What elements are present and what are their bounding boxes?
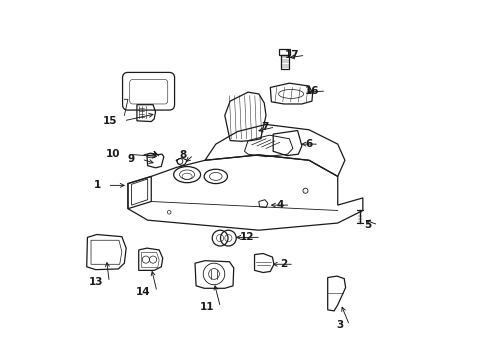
Bar <box>281 55 288 69</box>
Text: 7: 7 <box>261 122 268 132</box>
Text: 5: 5 <box>364 220 371 230</box>
Text: 4: 4 <box>276 200 284 210</box>
Text: 8: 8 <box>180 150 187 160</box>
Text: 6: 6 <box>305 139 312 149</box>
Text: 14: 14 <box>136 287 150 297</box>
Text: 3: 3 <box>335 320 343 330</box>
Text: 13: 13 <box>88 277 102 287</box>
Text: 17: 17 <box>284 50 298 60</box>
Text: 9: 9 <box>128 154 135 164</box>
Text: 10: 10 <box>106 149 121 159</box>
Text: 16: 16 <box>305 86 319 96</box>
Text: 11: 11 <box>199 302 214 312</box>
Bar <box>279 49 289 55</box>
Text: 1: 1 <box>94 180 101 190</box>
Text: 2: 2 <box>280 259 287 269</box>
Text: 12: 12 <box>240 232 254 242</box>
Text: 15: 15 <box>102 116 117 126</box>
